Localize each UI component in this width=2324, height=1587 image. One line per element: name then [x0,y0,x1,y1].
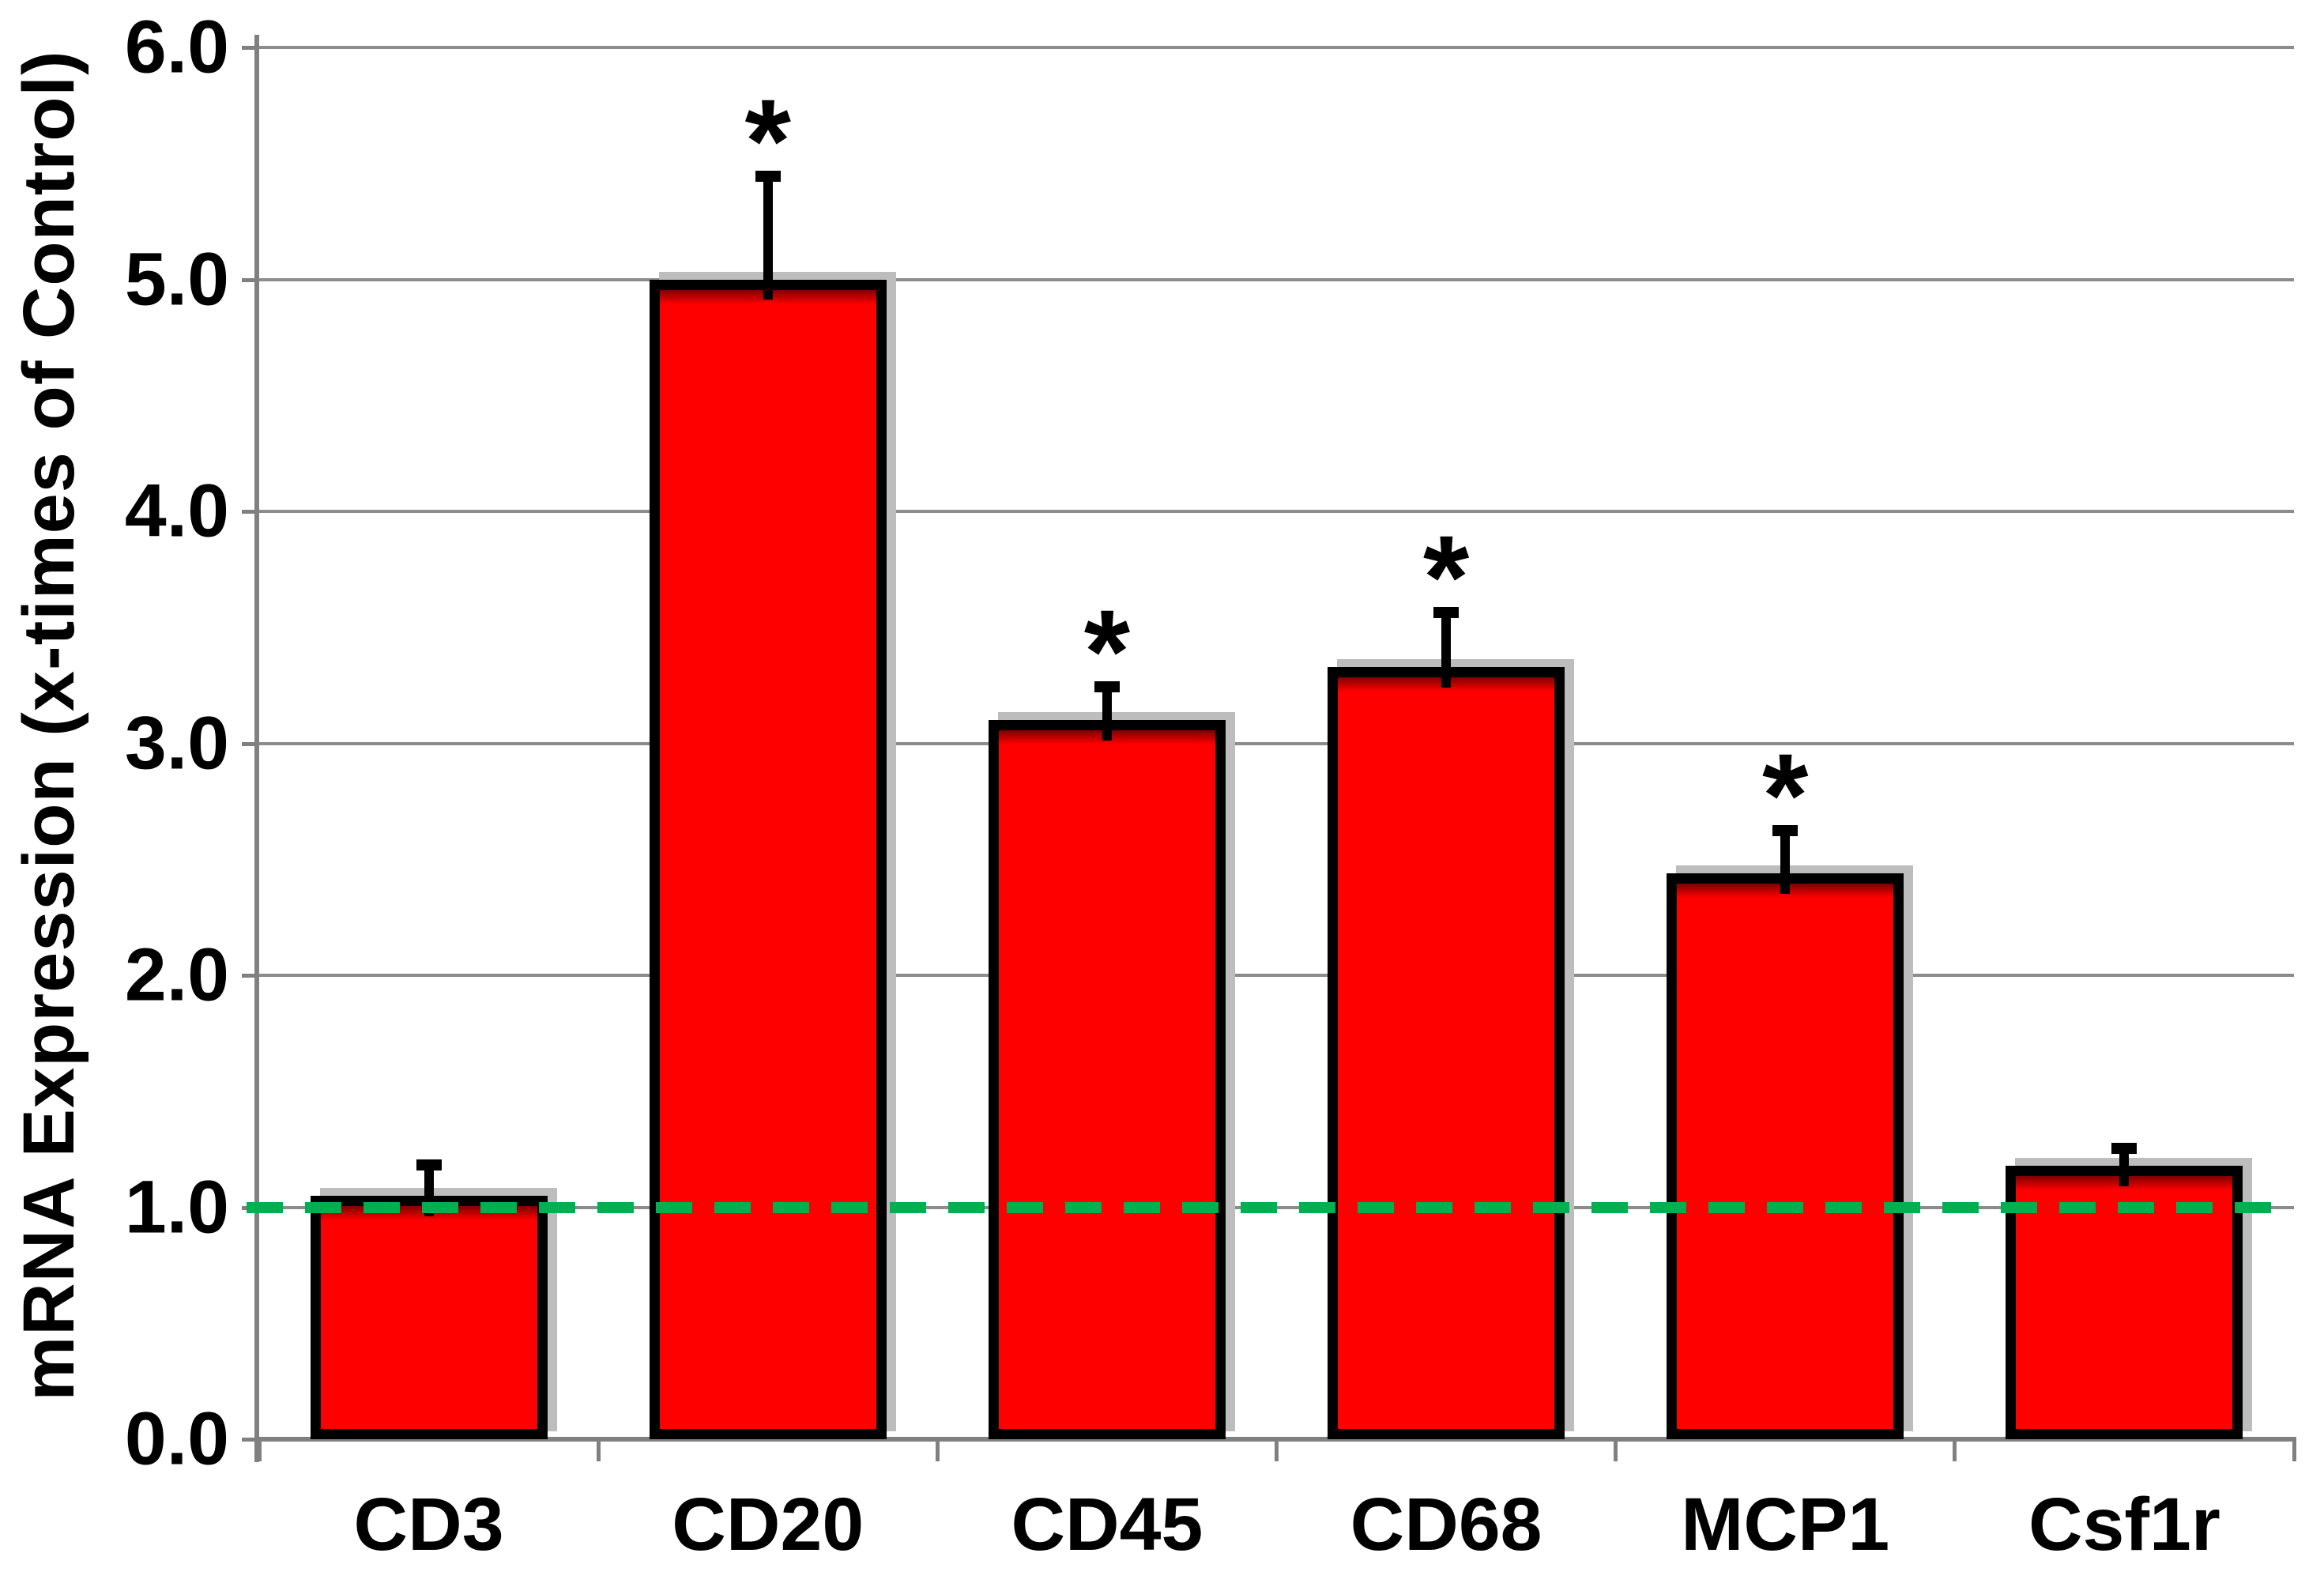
y-axis-tick [242,1438,255,1442]
x-axis-tick [2292,1440,2296,1461]
x-axis-tick [935,1440,940,1461]
x-category-label: Csf1r [2028,1483,2220,1566]
x-category-label: MCP1 [1681,1483,1890,1566]
x-axis-line [254,1437,2296,1442]
significance-asterisk: * [744,74,791,208]
y-tick-label: 3.0 [124,701,229,785]
x-axis-tick [596,1440,601,1461]
x-category-label: CD20 [672,1483,864,1566]
y-tick-label: 5.0 [124,237,229,321]
y-axis-tick [242,974,255,978]
x-category-label: CD45 [1011,1483,1203,1566]
x-category-label: CD3 [353,1483,504,1566]
x-axis-tick [1953,1440,1957,1461]
gridline [259,974,2294,977]
y-axis-tick [242,46,255,50]
y-tick-label: 6.0 [124,5,229,89]
x-axis-tick [257,1440,262,1461]
error-bar-line [2119,1144,2130,1186]
error-bar-cap [1433,607,1460,619]
x-axis-tick [1614,1440,1618,1461]
error-bar-line [1441,609,1452,688]
gridline [259,46,2294,49]
error-bar-cap [1094,681,1120,693]
error-bar-line [1102,683,1112,741]
y-axis-tick [242,510,255,514]
gridline [259,741,2294,745]
error-bar-cap [416,1159,442,1170]
bar-cd3 [310,1195,548,1439]
significance-asterisk: * [1083,584,1131,718]
y-axis-tick [242,741,255,746]
y-axis-line [254,35,259,1462]
bar-cd68 [1328,666,1565,1439]
error-bar-cap [2111,1143,2138,1155]
y-tick-label: 0.0 [124,1397,229,1481]
bar-cd20 [649,279,887,1439]
x-axis-tick [1275,1440,1279,1461]
bar-mcp1 [1667,873,1904,1439]
bar-cd45 [988,720,1226,1439]
y-tick-label: 4.0 [124,469,229,553]
error-bar-cap [755,171,781,183]
significance-asterisk: * [1422,510,1470,643]
y-tick-label: 1.0 [124,1165,229,1249]
gridline [259,510,2294,513]
gridline [259,277,2294,281]
error-bar-line [1780,827,1791,894]
x-category-label: CD68 [1350,1483,1542,1566]
y-axis-tick [242,277,255,282]
error-bar-line [763,172,773,300]
error-bar-cap [1772,825,1799,837]
significance-asterisk: * [1762,728,1809,861]
y-tick-label: 2.0 [124,933,229,1017]
reference-line-control-level [247,1201,2276,1213]
